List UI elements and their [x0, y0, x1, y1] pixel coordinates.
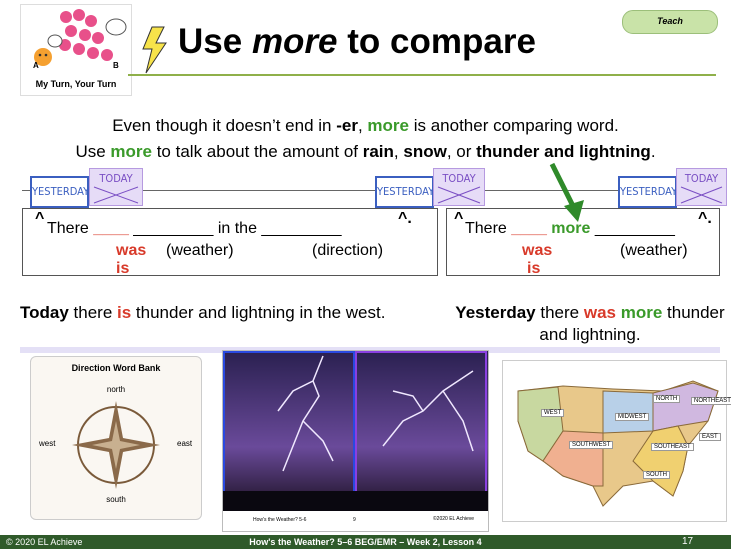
- compass-rose: [66, 397, 166, 493]
- text: ____: [511, 220, 547, 237]
- option: was: [116, 242, 146, 260]
- text: ,: [358, 116, 367, 135]
- lightning-icon: [140, 25, 170, 75]
- hint: (weather): [620, 242, 688, 260]
- slide: A B My Turn, Your Turn Use more to compa…: [0, 0, 731, 549]
- caret: ^: [35, 210, 44, 228]
- region-label: SOUTHEAST: [651, 443, 694, 451]
- yesterday-tag: YESTERDAY: [375, 176, 434, 208]
- region-label: NORTHEAST: [691, 397, 731, 405]
- compass-label: south: [31, 495, 201, 504]
- photo-caption: How's the Weather? 5-6: [253, 517, 306, 523]
- footer-page: 17: [682, 535, 693, 549]
- photo-page: 9: [353, 517, 356, 523]
- text: Today: [20, 303, 69, 322]
- intro-line: Use more to talk about the amount of rai…: [0, 142, 731, 162]
- today-tag: TODAY: [676, 168, 727, 206]
- logo-label: B: [113, 61, 119, 70]
- text: to compare: [338, 22, 536, 61]
- logo: A B My Turn, Your Turn: [20, 4, 132, 96]
- text: Use: [75, 142, 110, 161]
- text: Use: [178, 22, 252, 61]
- yesterday-tag: YESTERDAY: [30, 176, 89, 208]
- text: to talk about the amount of: [152, 142, 363, 161]
- text: is: [117, 303, 131, 322]
- us-map: WEST MIDWEST SOUTHWEST NORTH NORTHEAST E…: [502, 360, 727, 522]
- option: was: [522, 242, 552, 260]
- text: There: [465, 220, 511, 237]
- region-label: EAST: [699, 433, 721, 441]
- text: ,: [394, 142, 403, 161]
- caret: ^: [454, 210, 463, 228]
- text: thunder and lightning in the west.: [131, 303, 385, 322]
- title-rule: [128, 74, 716, 76]
- yesterday-tag: YESTERDAY: [618, 176, 677, 208]
- photo-art: [223, 351, 488, 511]
- text: more: [621, 303, 663, 322]
- footer-lesson: How's the Weather? 5–6 BEG/EMR – Week 2,…: [0, 535, 731, 549]
- option: is: [116, 260, 129, 278]
- caret: ^.: [398, 210, 412, 228]
- text: There: [47, 220, 93, 237]
- text: more: [367, 116, 409, 135]
- text: Even though it doesn’t end in: [112, 116, 336, 135]
- today-tag: TODAY: [89, 168, 143, 206]
- text: more: [252, 22, 338, 61]
- text: there: [536, 303, 584, 322]
- text: ____: [93, 220, 129, 237]
- caret: ^.: [698, 210, 712, 228]
- region-label: SOUTH: [643, 471, 670, 479]
- text: is another comparing word.: [409, 116, 619, 135]
- map-art: [503, 361, 726, 521]
- today-tag: TODAY: [433, 168, 485, 206]
- region-label: NORTH: [653, 395, 680, 403]
- example-sentence: Yesterday there was more thunder and lig…: [455, 302, 725, 346]
- slide-title: Use more to compare: [178, 22, 536, 62]
- text: was: [584, 303, 616, 322]
- text: _________: [590, 220, 675, 237]
- text: , or: [447, 142, 476, 161]
- compass-label: west: [39, 439, 55, 448]
- text: .: [651, 142, 656, 161]
- text: Yesterday: [455, 303, 535, 322]
- hint: (direction): [312, 242, 383, 260]
- intro-line: Even though it doesn’t end in -er, more …: [0, 116, 731, 136]
- text: there: [69, 303, 117, 322]
- compass-card: Direction Word Bank north west east sout…: [30, 356, 202, 520]
- option: is: [527, 260, 540, 278]
- text: snow: [403, 142, 446, 161]
- text: -er: [336, 116, 358, 135]
- arrow: [540, 160, 590, 226]
- text: more: [551, 220, 590, 237]
- region-label: MIDWEST: [615, 413, 649, 421]
- text: _________ in the _________: [129, 220, 342, 237]
- sentence-frame: There ____ _________ in the _________: [47, 220, 342, 238]
- footer: © 2020 EL Achieve How's the Weather? 5–6…: [0, 535, 731, 549]
- text: rain: [363, 142, 394, 161]
- hint: (weather): [166, 242, 234, 260]
- logo-caption: My Turn, Your Turn: [21, 79, 131, 89]
- compass-label: north: [31, 385, 201, 394]
- example-sentence: Today there is thunder and lightning in …: [20, 302, 420, 324]
- text: thunder and lightning: [476, 142, 651, 161]
- sentence-frame: There ____ more _________: [465, 220, 675, 238]
- region-label: SOUTHWEST: [569, 441, 613, 449]
- compass-title: Direction Word Bank: [31, 363, 201, 373]
- lightning-photo: How's the Weather? 5-6 9 ©2020 EL Achiev…: [222, 350, 489, 532]
- photo-copyright: ©2020 EL Achieve: [433, 516, 474, 522]
- teach-badge: Teach: [622, 10, 718, 34]
- region-label: WEST: [541, 409, 564, 417]
- logo-label: A: [33, 61, 39, 70]
- text: more: [110, 142, 152, 161]
- compass-label: east: [177, 439, 192, 448]
